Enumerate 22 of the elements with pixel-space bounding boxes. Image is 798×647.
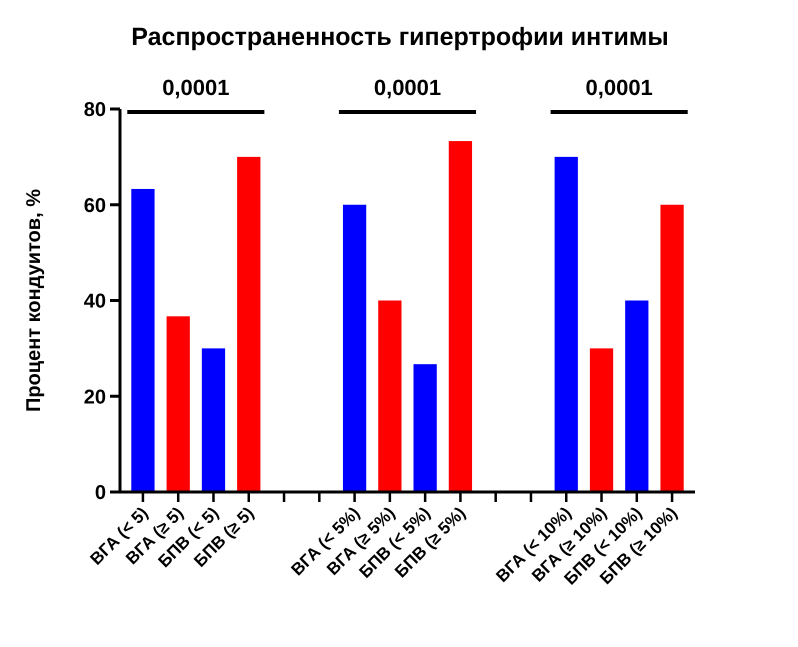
y-tick-label: 0 bbox=[94, 482, 106, 504]
y-tick-label: 20 bbox=[84, 386, 106, 408]
bar bbox=[448, 141, 472, 492]
text: 0,0001 bbox=[586, 75, 653, 100]
bar bbox=[378, 300, 402, 492]
y-tick-label: 60 bbox=[84, 194, 106, 217]
bar bbox=[342, 204, 366, 492]
bar bbox=[413, 364, 437, 492]
y-axis-title: Процент кондуитов, % bbox=[23, 188, 45, 412]
bar bbox=[625, 300, 648, 492]
bar bbox=[202, 348, 226, 492]
chart-title: Распространенность гипертрофии интимы bbox=[131, 23, 669, 51]
y-tick-label: 40 bbox=[84, 290, 106, 312]
bar bbox=[590, 348, 614, 492]
text: 0,0001 bbox=[374, 75, 442, 100]
text: 0,0001 bbox=[162, 75, 230, 100]
y-tick-label: 80 bbox=[84, 99, 106, 121]
bar bbox=[166, 316, 190, 492]
bar bbox=[660, 204, 684, 492]
bar bbox=[237, 156, 260, 492]
bar bbox=[554, 156, 578, 492]
bar bbox=[131, 188, 155, 492]
